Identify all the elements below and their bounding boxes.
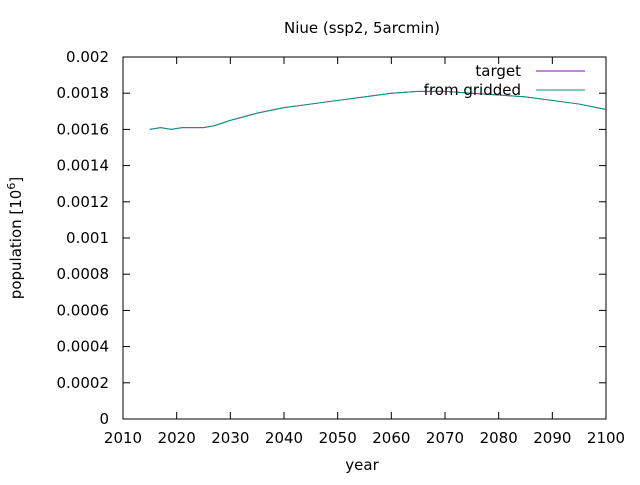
x-tick-label: 2100 [587,429,625,447]
y-axis-label-suffix: ] [7,177,25,183]
series-line-from-gridded [149,90,607,130]
y-tick-label: 0.0014 [57,157,110,175]
x-tick-label: 2060 [372,429,410,447]
x-tick-label: 2070 [426,429,464,447]
y-tick-label: 0.001 [66,229,109,247]
x-tick-label: 2040 [265,429,303,447]
x-tick-label: 2090 [533,429,571,447]
y-tick-label: 0.0012 [57,193,110,211]
y-tick-label: 0.0004 [57,338,110,356]
y-tick-label: 0.002 [66,48,109,66]
x-tick-label: 2030 [211,429,249,447]
x-tick-label: 2050 [319,429,357,447]
y-axis-label-exponent: 6 [5,183,18,190]
y-axis-label-prefix: population [10 [7,190,25,300]
y-tick-label: 0.0006 [57,301,110,319]
plot-frame [122,56,607,420]
y-tick-label: 0.0018 [57,84,110,102]
y-tick-label: 0.0008 [57,265,110,283]
y-tick-label: 0 [99,410,109,428]
x-tick-label: 2010 [104,429,142,447]
legend-label: from gridded [424,81,521,99]
legend-label: target [475,62,521,80]
series-lines [149,90,607,130]
y-tick-label: 0.0002 [57,374,110,392]
y-axis-ticks: 0 0.0002 0.0004 0.0006 0.0008 0.001 0.0012 0.00… [57,48,606,428]
x-axis-label: year [345,456,379,474]
x-axis-ticks: 2010 2020 2030 2040 2050 2060 2070 2080 2090 2100 [104,57,625,447]
y-tick-label: 0.0016 [57,120,110,138]
chart-title: Niue (ssp2, 5arcmin) [284,19,440,37]
x-tick-label: 2020 [158,429,196,447]
y-axis-label: population [106] [5,177,25,299]
x-tick-label: 2080 [480,429,518,447]
